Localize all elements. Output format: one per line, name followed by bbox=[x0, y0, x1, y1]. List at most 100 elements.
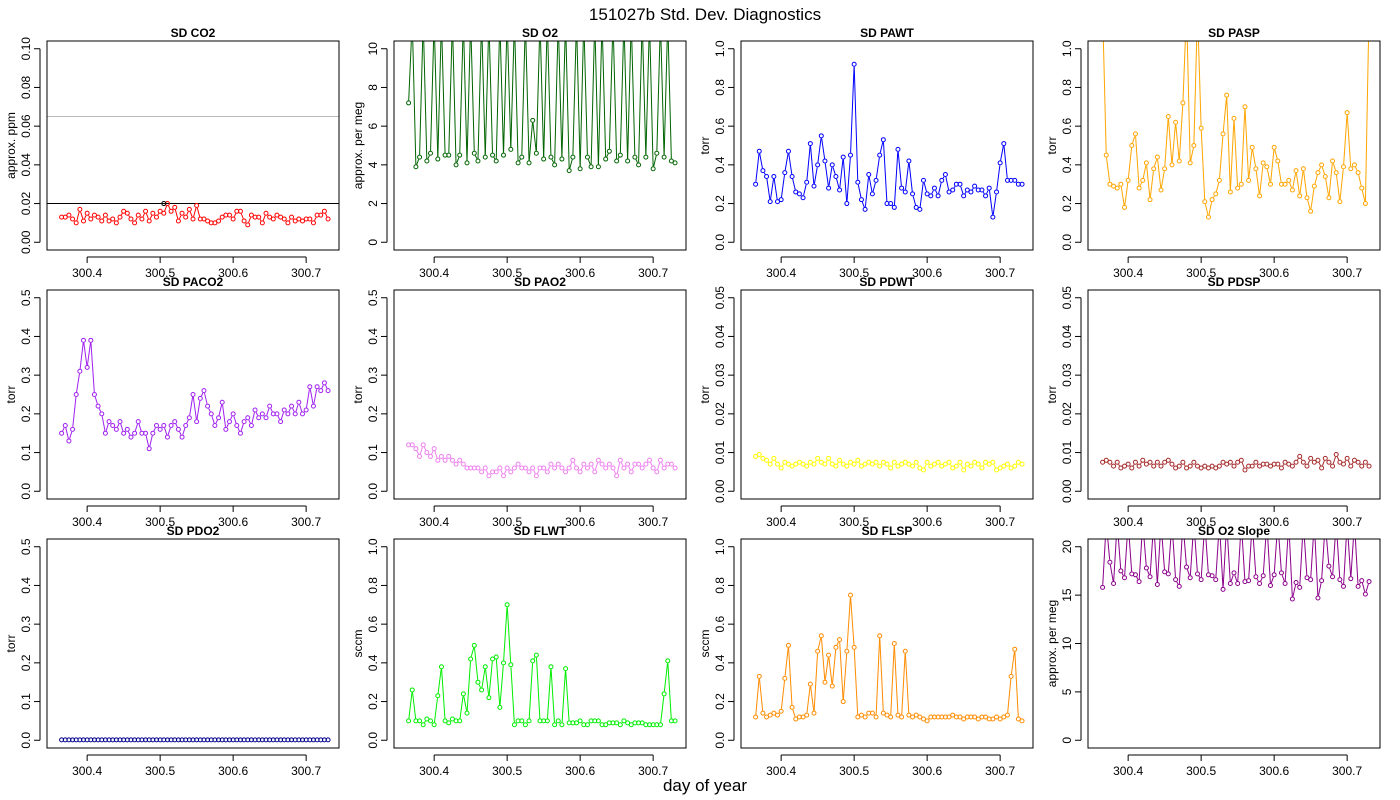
data-point bbox=[1355, 170, 1361, 176]
series-line-segment bbox=[820, 638, 826, 680]
series-line-segment bbox=[1120, 186, 1125, 206]
data-point bbox=[767, 712, 773, 718]
series-line-segment bbox=[1350, 539, 1354, 577]
data-point bbox=[928, 193, 934, 199]
series-line-segment bbox=[1222, 539, 1227, 587]
data-point bbox=[928, 463, 934, 469]
data-point bbox=[1147, 459, 1153, 465]
data-point bbox=[1012, 463, 1018, 469]
y-tick-label: 0.8 bbox=[366, 577, 380, 594]
series-line-segment bbox=[423, 446, 427, 451]
series-line-segment bbox=[960, 186, 964, 194]
data-point bbox=[1337, 199, 1343, 205]
data-point bbox=[1271, 572, 1277, 578]
series-line-segment bbox=[1310, 188, 1315, 209]
data-point bbox=[511, 465, 517, 471]
data-point bbox=[1238, 457, 1244, 463]
y-tick-label: 0.1 bbox=[19, 693, 33, 710]
data-point bbox=[913, 204, 919, 210]
series-line-segment bbox=[1172, 539, 1176, 578]
data-point bbox=[575, 18, 579, 22]
data-point bbox=[413, 164, 419, 170]
series-line-segment bbox=[1314, 174, 1318, 184]
series-line-segment bbox=[313, 389, 318, 404]
y-axis-label: approx. ppm bbox=[4, 112, 18, 179]
plot-frame bbox=[393, 40, 687, 251]
y-tick-label: 1.0 bbox=[713, 40, 727, 57]
y-tick-label: 0 bbox=[366, 239, 380, 246]
data-point bbox=[625, 158, 631, 164]
data-point bbox=[628, 722, 634, 728]
data-point bbox=[826, 652, 832, 658]
data-point bbox=[599, 461, 605, 467]
data-point bbox=[1268, 582, 1273, 588]
data-point bbox=[545, 18, 549, 22]
data-point bbox=[1165, 571, 1171, 577]
series-line-segment bbox=[1186, 41, 1191, 161]
series-line-segment bbox=[1244, 109, 1249, 178]
data-point bbox=[314, 384, 320, 390]
x-tick-label: 300.4 bbox=[1113, 764, 1143, 778]
series-line-segment bbox=[1318, 166, 1321, 171]
series-line-segment bbox=[1248, 539, 1252, 579]
series-line-segment bbox=[982, 191, 985, 194]
data-point bbox=[457, 718, 463, 724]
data-point bbox=[321, 380, 327, 386]
data-point bbox=[183, 422, 189, 428]
data-point bbox=[438, 664, 444, 670]
data-point bbox=[497, 704, 503, 710]
data-point bbox=[1282, 581, 1288, 587]
y-tick-label: 0.03 bbox=[1060, 363, 1074, 387]
data-point bbox=[487, 18, 491, 22]
data-point bbox=[639, 465, 645, 471]
data-point bbox=[1253, 166, 1259, 172]
data-point bbox=[212, 422, 218, 428]
series-line-segment bbox=[1208, 202, 1213, 215]
series-line-segment bbox=[1107, 539, 1111, 560]
data-point bbox=[1337, 459, 1343, 465]
data-point bbox=[910, 191, 916, 197]
series-line-segment bbox=[663, 663, 668, 692]
data-point bbox=[1275, 461, 1281, 467]
series-line-segment bbox=[1124, 539, 1128, 576]
y-tick-label: 0.04 bbox=[713, 324, 727, 348]
data-point bbox=[252, 407, 258, 413]
series-line-segment bbox=[561, 41, 566, 157]
data-point bbox=[497, 465, 503, 471]
series-line-segment bbox=[80, 211, 84, 219]
y-tick-label: 0.03 bbox=[713, 363, 727, 387]
data-point bbox=[577, 166, 583, 172]
series-line-segment bbox=[1113, 539, 1117, 582]
series-line-segment bbox=[602, 41, 607, 157]
series-line-segment bbox=[780, 680, 786, 709]
series-line-segment bbox=[1351, 462, 1354, 465]
data-point bbox=[961, 467, 967, 473]
series-line-segment bbox=[419, 447, 423, 455]
series-line-segment bbox=[813, 653, 819, 711]
series-line-segment bbox=[824, 657, 829, 680]
series-line-segment bbox=[657, 462, 661, 470]
data-point bbox=[935, 193, 941, 199]
figure-xlabel: day of year bbox=[663, 776, 747, 795]
series-line-segment bbox=[478, 684, 481, 688]
data-point bbox=[201, 216, 207, 222]
data-point bbox=[1205, 214, 1211, 220]
data-point bbox=[1012, 646, 1018, 652]
series-line-segment bbox=[817, 138, 822, 163]
series-line-segment bbox=[1164, 118, 1169, 167]
data-point bbox=[1264, 461, 1270, 467]
data-point bbox=[66, 212, 72, 218]
data-point bbox=[468, 656, 474, 662]
data-point bbox=[135, 212, 141, 218]
series-line-segment bbox=[829, 460, 832, 463]
data-point bbox=[91, 392, 97, 397]
series-line-segment bbox=[792, 709, 796, 717]
data-point bbox=[858, 197, 864, 203]
data-point bbox=[888, 714, 894, 720]
panel: SD FLSP sccm 0.0 0.2 0.4 0.6 0.8 1.0 300.4 300.5 3… bbox=[698, 524, 1034, 778]
series-line-segment bbox=[1339, 169, 1344, 200]
data-point bbox=[994, 189, 999, 195]
series-line-segment bbox=[1252, 149, 1256, 167]
data-point bbox=[884, 712, 890, 718]
series-line-segment bbox=[441, 41, 446, 153]
